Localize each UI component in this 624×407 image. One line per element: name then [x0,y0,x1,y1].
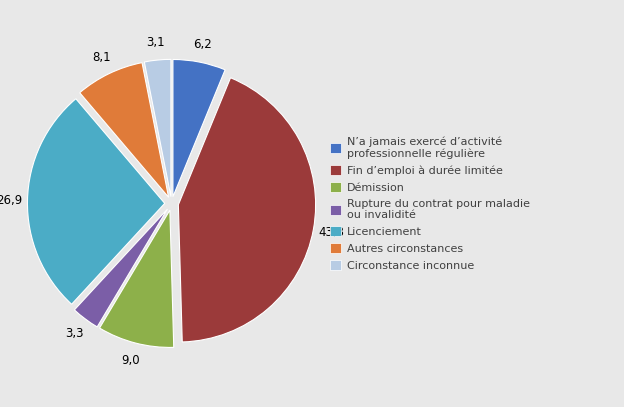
Wedge shape [100,210,173,348]
Wedge shape [173,59,225,197]
Text: 26,9: 26,9 [0,194,22,207]
Text: 9,0: 9,0 [122,354,140,367]
Wedge shape [178,78,316,342]
Wedge shape [74,209,167,327]
Text: 8,1: 8,1 [92,51,110,64]
Text: 3,3: 3,3 [66,327,84,340]
Wedge shape [27,99,165,304]
Text: 43,3: 43,3 [318,226,344,239]
Text: 3,1: 3,1 [147,36,165,49]
Legend: N’a jamais exercé d’activité
professionnelle régulière, Fin d’emploi à durée lim: N’a jamais exercé d’activité professionn… [330,136,530,271]
Text: 6,2: 6,2 [193,38,212,51]
Wedge shape [144,59,171,197]
Wedge shape [80,63,168,197]
